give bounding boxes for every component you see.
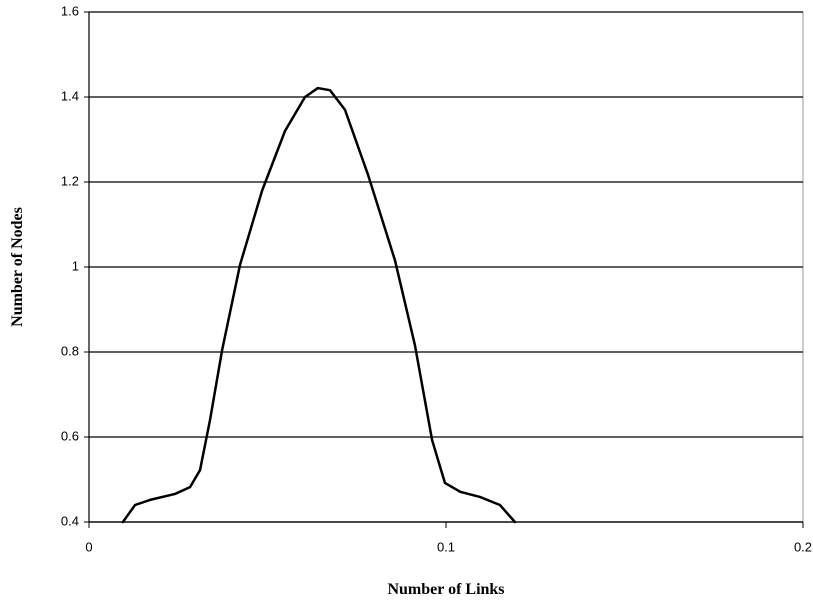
y-tick-label: 1.6 — [61, 3, 79, 18]
y-tick-label: 0.8 — [61, 343, 79, 358]
y-axis-label: Number of Nodes — [9, 207, 26, 327]
x-axis-label: Number of Links — [387, 581, 504, 598]
y-tick-label: 0.6 — [61, 428, 79, 443]
x-tick-label: 0 — [85, 539, 92, 554]
y-tick-label: 1 — [72, 258, 79, 273]
data-line — [121, 86, 517, 524]
y-tick-label: 0.4 — [61, 513, 79, 528]
y-tick-label: 1.2 — [61, 173, 79, 188]
y-tick-label: 1.4 — [61, 88, 79, 103]
x-tick-label: 0.1 — [437, 539, 455, 554]
x-tick-label: 0.2 — [794, 539, 812, 554]
